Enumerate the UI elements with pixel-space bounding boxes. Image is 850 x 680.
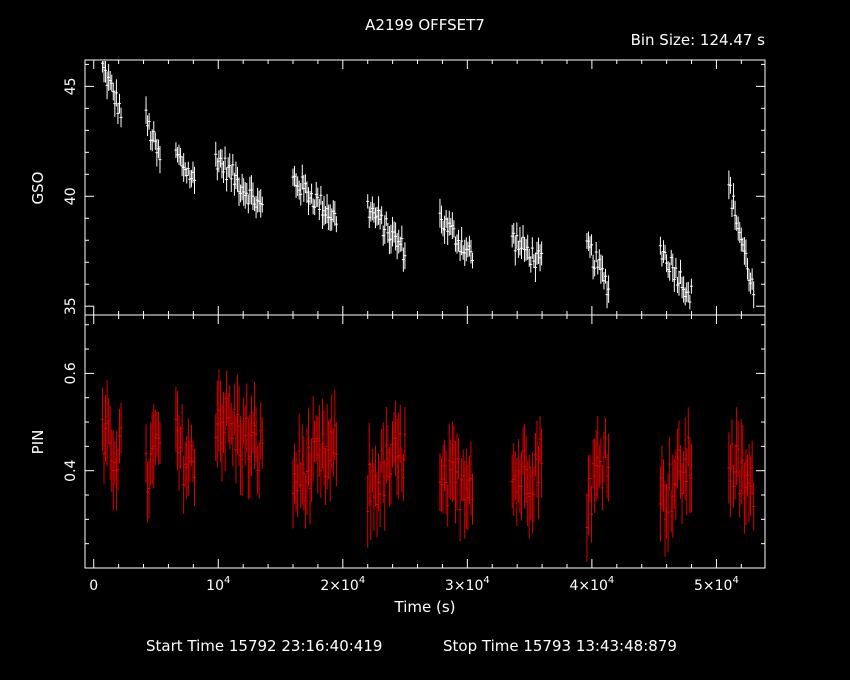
x-tick-label-base: 3×10 <box>445 578 483 594</box>
x-tick-label: 0 <box>89 578 98 594</box>
x-tick-label: 4×104 <box>569 575 614 594</box>
pin-y-tick-label: 0.6 <box>63 362 79 384</box>
bin-size-label: Bin Size: 124.47 s <box>631 31 766 49</box>
start-time-label: Start Time 15792 23:16:40:419 <box>146 637 382 655</box>
gso-y-tick-label: 40 <box>63 187 79 205</box>
x-tick-label-exponent: 4 <box>732 575 738 586</box>
gso-y-tick-label: 35 <box>63 297 79 315</box>
x-tick-label-exponent: 4 <box>224 575 230 586</box>
x-tick-label-base: 4×10 <box>569 578 607 594</box>
pin-panel-frame <box>84 314 766 569</box>
x-tick-label: 104 <box>206 575 230 594</box>
x-axis-label: Time (s) <box>394 598 456 616</box>
x-tick-label: 2×104 <box>320 575 365 594</box>
stop-time-label: Stop Time 15793 13:43:48:879 <box>443 637 677 655</box>
pin-y-tick-label: 0.4 <box>63 459 79 481</box>
x-tick-label-exponent: 4 <box>359 575 365 586</box>
x-tick-label-base: 2×10 <box>320 578 358 594</box>
x-tick-label: 3×104 <box>445 575 490 594</box>
x-tick-label: 5×104 <box>694 575 739 594</box>
gso-y-tick-label: 45 <box>63 77 79 95</box>
pin-axis-label: PIN <box>29 430 47 455</box>
x-tick-label-exponent: 4 <box>483 575 489 586</box>
x-tick-label-base: 5×10 <box>694 578 732 594</box>
pin-data-series <box>100 369 756 562</box>
x-tick-label-exponent: 4 <box>608 575 614 586</box>
gso-data-series <box>100 61 756 310</box>
gso-panel-frame <box>84 59 766 316</box>
x-tick-label-base: 10 <box>206 578 224 594</box>
gso-axis-label: GSO <box>29 172 47 205</box>
chart-title: A2199 OFFSET7 <box>365 16 485 34</box>
